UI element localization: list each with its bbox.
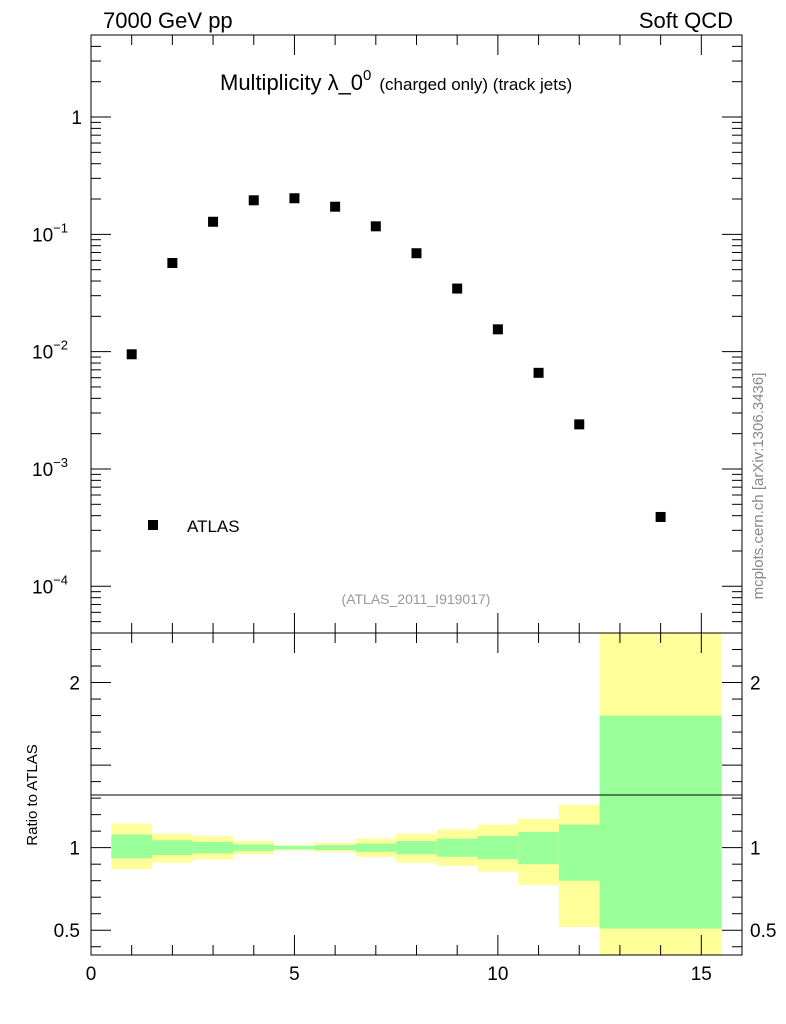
data-point: [655, 511, 666, 522]
x-tick-label: 15: [691, 964, 712, 985]
y-tick-exponent: −3: [53, 455, 68, 470]
stat-uncertainty-band: [396, 841, 437, 855]
legend-marker: [148, 520, 158, 530]
y-tick-label: 1: [71, 108, 82, 129]
uncertainty-bands: [111, 633, 722, 955]
x-tick-label: 0: [86, 964, 97, 985]
title-main: Multiplicity λ_0: [220, 70, 363, 95]
data-point: [126, 349, 137, 360]
ratio-y-tick-label-right: 1: [750, 839, 761, 860]
x-tick-label: 10: [487, 964, 508, 985]
title-suffix: (charged only) (track jets): [379, 75, 572, 94]
y-tick-label: 10−2: [32, 338, 68, 364]
y-tick-base: 10: [32, 460, 53, 481]
data-point: [574, 419, 585, 430]
ratio-axis-label: Ratio to ATLAS: [24, 744, 41, 845]
data-point: [411, 248, 422, 259]
ratio-y-tick-label-right: 2: [750, 674, 761, 695]
stat-uncertainty-band: [192, 841, 234, 854]
x-tick-label: 5: [289, 964, 300, 985]
analysis-watermark: (ATLAS_2011_I919017): [342, 591, 491, 607]
stat-uncertainty-band: [355, 843, 397, 852]
stat-uncertainty-band: [233, 844, 275, 851]
data-point: [492, 324, 503, 335]
y-tick-base: 10: [32, 343, 53, 364]
data-point: [248, 195, 259, 206]
data-point: [452, 283, 463, 294]
ratio-frame: [90, 632, 743, 956]
y-tick-base: 10: [32, 577, 53, 598]
data-point: [533, 367, 544, 378]
mcplots-credit: mcplots.cern.ch [arXiv:1306.3436]: [750, 373, 767, 600]
y-tick-base: 10: [32, 225, 53, 246]
legend-label: ATLAS: [187, 517, 240, 536]
data-point: [370, 221, 381, 232]
data-markers: [126, 193, 666, 522]
stat-uncertainty-band: [152, 840, 193, 856]
main-plot-panel: Multiplicity λ_00 (charged only) (track j…: [32, 34, 743, 634]
ratio-y-tick-label-left: 0.5: [54, 921, 80, 942]
main-frame: [90, 34, 743, 634]
data-point: [208, 216, 219, 227]
data-point: [330, 201, 341, 212]
stat-uncertainty-band: [518, 831, 559, 865]
ratio-y-tick-label-right: 0.5: [750, 921, 776, 942]
ratio-y-tick-label-left: 1: [69, 839, 80, 860]
y-tick-label: 10−3: [32, 455, 68, 481]
stat-uncertainty-band: [314, 845, 356, 851]
category-label: Soft QCD: [639, 8, 733, 33]
stat-uncertainty-band: [599, 715, 722, 929]
title-superscript: 0: [363, 67, 371, 84]
stat-uncertainty-band: [111, 834, 153, 859]
energy-label: 7000 GeV pp: [103, 8, 233, 33]
ratio-plot-panel: 0.5 0.5 1 1 2 2 0 5 10 15 Ratio to ATLAS: [24, 632, 776, 985]
stat-uncertainty-band: [274, 846, 315, 850]
stat-uncertainty-band: [558, 824, 600, 881]
y-tick-exponent: −2: [53, 338, 68, 353]
data-point: [167, 257, 178, 268]
plot-title: Multiplicity λ_00 (charged only) (track j…: [220, 67, 572, 95]
data-point: [289, 193, 300, 204]
main-axis-ticks: 10−410−310−210−11: [32, 34, 743, 634]
stat-uncertainty-band: [477, 836, 519, 860]
y-tick-exponent: −1: [53, 220, 68, 235]
y-tick-exponent: −4: [53, 572, 68, 587]
y-tick-label: 10−4: [32, 572, 68, 598]
y-tick-label: 10−1: [32, 220, 68, 246]
stat-uncertainty-band: [436, 838, 478, 857]
ratio-y-tick-label-left: 2: [69, 674, 80, 695]
